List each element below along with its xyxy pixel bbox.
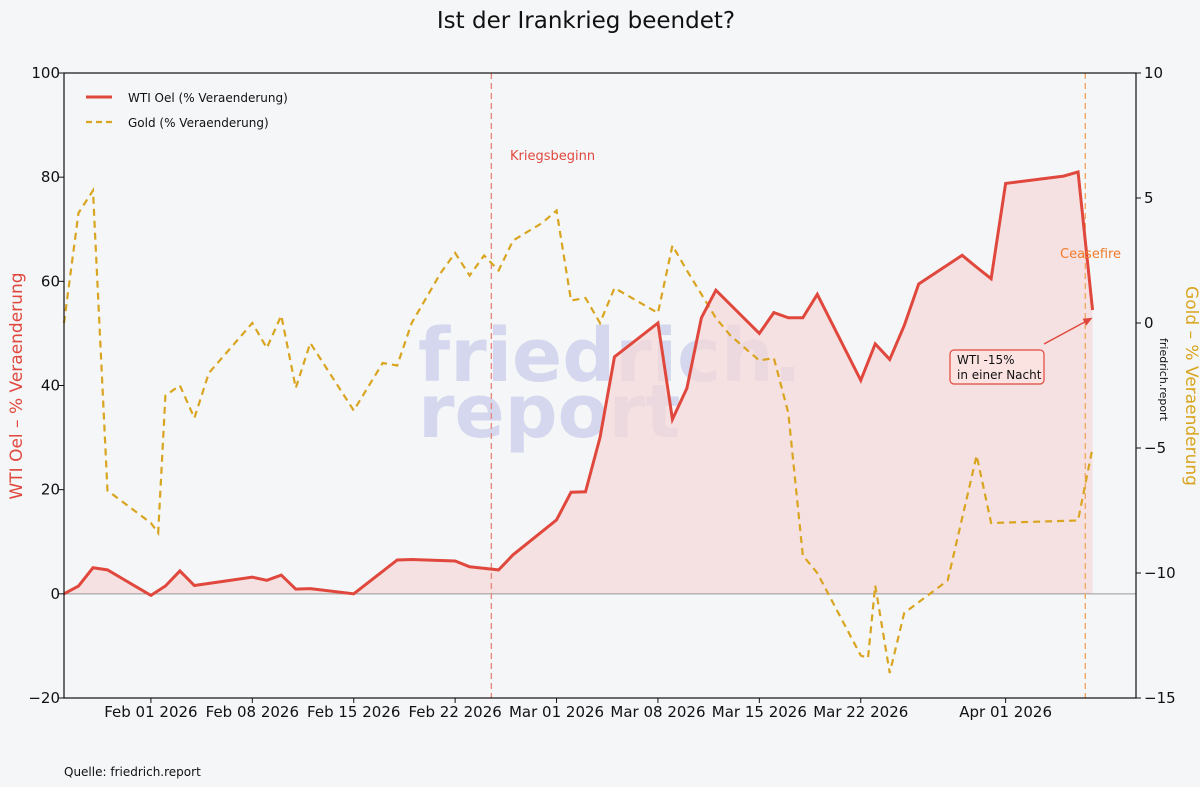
x-tick-label: Feb 08 2026 bbox=[206, 703, 299, 721]
x-axis-ticks: Feb 01 2026 Feb 08 2026 Feb 15 2026 Feb 22 … bbox=[104, 698, 1052, 721]
y-left-tick-label: 100 bbox=[31, 64, 60, 82]
x-tick-label: Mar 01 2026 bbox=[509, 703, 604, 721]
x-tick-label: Mar 08 2026 bbox=[610, 703, 705, 721]
y-left-tick-label: 60 bbox=[41, 272, 60, 290]
legend-gold-label: Gold (% Veraenderung) bbox=[128, 116, 269, 130]
legend: WTI Oel (% Veraenderung) Gold (% Veraend… bbox=[86, 91, 288, 130]
y-right-tick-label: 5 bbox=[1144, 189, 1154, 207]
y-right-label: Gold – % Veraenderung bbox=[1181, 286, 1200, 486]
oil-series-line bbox=[63, 170, 1095, 598]
y-left-tick-label: 80 bbox=[41, 168, 60, 186]
chart-title: Ist der Irankrieg beendet? bbox=[437, 8, 735, 34]
legend-oil-label: WTI Oel (% Veraenderung) bbox=[128, 91, 288, 105]
annotation-line2: in einer Nacht bbox=[957, 368, 1042, 382]
ceasefire-label: Ceasefire bbox=[1060, 247, 1121, 262]
annotation-line1: WTI -15% bbox=[957, 353, 1015, 367]
y-left-tick-label: 0 bbox=[50, 585, 60, 603]
y-right-tick-label: 0 bbox=[1144, 314, 1154, 332]
annotation-arrow bbox=[1043, 319, 1088, 345]
annotation-box bbox=[949, 349, 1045, 385]
kriegsbeginn-label: Kriegsbeginn bbox=[510, 149, 595, 164]
x-tick-label: Feb 22 2026 bbox=[408, 703, 501, 721]
x-tick-label: Feb 01 2026 bbox=[104, 703, 197, 721]
side-brand-label: friedrich.report bbox=[1157, 338, 1170, 422]
y-right-tick-label: −5 bbox=[1144, 439, 1166, 457]
x-tick-label: Mar 22 2026 bbox=[813, 703, 908, 721]
y-right-tick-label: 10 bbox=[1144, 64, 1163, 82]
annotation-arrowhead bbox=[1082, 317, 1093, 326]
annotation: WTI -15% in einer Nacht bbox=[949, 317, 1093, 385]
oil-area-fill bbox=[64, 171, 1093, 596]
y-right-axis-ticks: −15 −10 −5 0 5 10 bbox=[1136, 64, 1176, 707]
y-right-tick-label: −15 bbox=[1144, 689, 1176, 707]
x-tick-label: Apr 01 2026 bbox=[959, 703, 1052, 721]
x-tick-label: Feb 15 2026 bbox=[307, 703, 400, 721]
y-left-axis-ticks: −20 0 20 40 60 80 100 bbox=[28, 64, 64, 707]
y-left-tick-label: −20 bbox=[28, 689, 60, 707]
y-left-tick-label: 20 bbox=[41, 481, 60, 499]
x-tick-label: Mar 15 2026 bbox=[712, 703, 807, 721]
source-note: Quelle: friedrich.report bbox=[64, 765, 201, 779]
y-left-label: WTI Oel – % Veraenderung bbox=[7, 272, 27, 499]
y-left-tick-label: 40 bbox=[41, 377, 60, 395]
gold-series-line bbox=[62, 187, 1094, 674]
y-right-tick-label: −10 bbox=[1144, 564, 1176, 582]
